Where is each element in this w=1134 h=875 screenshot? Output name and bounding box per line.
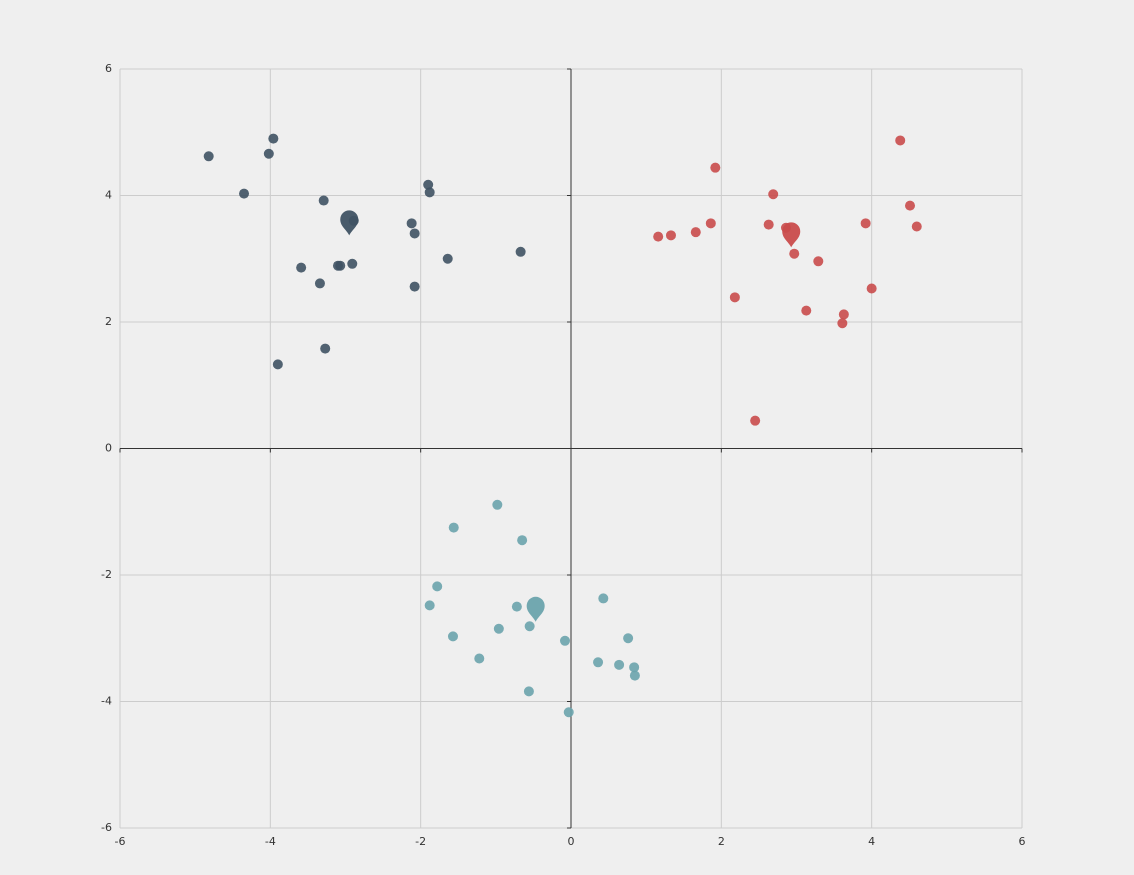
point [447,631,458,642]
point [203,151,214,162]
point [563,707,574,718]
point [710,162,721,173]
point [239,188,250,199]
point [448,522,459,533]
point [515,246,526,257]
centroid-pin [526,596,545,622]
y-tick-label: -4 [101,695,112,708]
point [424,187,435,198]
point [432,581,443,592]
point [318,195,329,206]
point [268,133,279,144]
centroid-pin [782,222,801,248]
point [409,281,420,292]
point [524,621,535,632]
point [272,359,283,370]
point [523,686,534,697]
point [750,415,761,426]
point [263,148,274,159]
y-tick-label: -6 [101,821,112,834]
x-tick-label: -2 [415,835,426,848]
y-tick-label: 2 [105,315,112,328]
centroid-pin [340,210,359,236]
point [424,600,435,611]
point [598,593,609,604]
point [768,189,779,200]
point [690,227,701,238]
point [493,623,504,634]
point [905,200,916,211]
point [623,633,634,644]
point [866,283,877,294]
point [406,218,417,229]
point [423,179,434,190]
point [409,228,420,239]
point [559,635,570,646]
point [614,659,625,670]
x-tick-label: 6 [1019,835,1026,848]
point [729,292,740,303]
point [911,221,922,232]
point [860,218,871,229]
y-tick-label: 0 [105,442,112,455]
point [474,653,485,664]
point [763,219,774,230]
point [314,278,325,289]
point [665,230,676,241]
point [347,258,358,269]
point [653,231,664,242]
point [332,260,343,271]
point [517,535,528,546]
point [629,670,640,681]
point [593,657,604,668]
y-tick-label: 6 [105,62,112,75]
point [296,262,307,273]
point [320,343,331,354]
point [813,256,824,267]
x-tick-label: -4 [265,835,276,848]
x-tick-label: -6 [115,835,126,848]
point [838,309,849,320]
point [837,318,848,329]
x-tick-label: 0 [568,835,575,848]
point [895,135,906,146]
point [629,662,640,673]
point [789,248,800,259]
x-tick-label: 4 [868,835,875,848]
point [492,499,503,510]
point [705,218,716,229]
point [511,601,522,612]
point [442,253,453,264]
y-tick-label: 4 [105,189,112,202]
point [801,305,812,316]
y-tick-label: -2 [101,568,112,581]
x-tick-label: 2 [718,835,725,848]
